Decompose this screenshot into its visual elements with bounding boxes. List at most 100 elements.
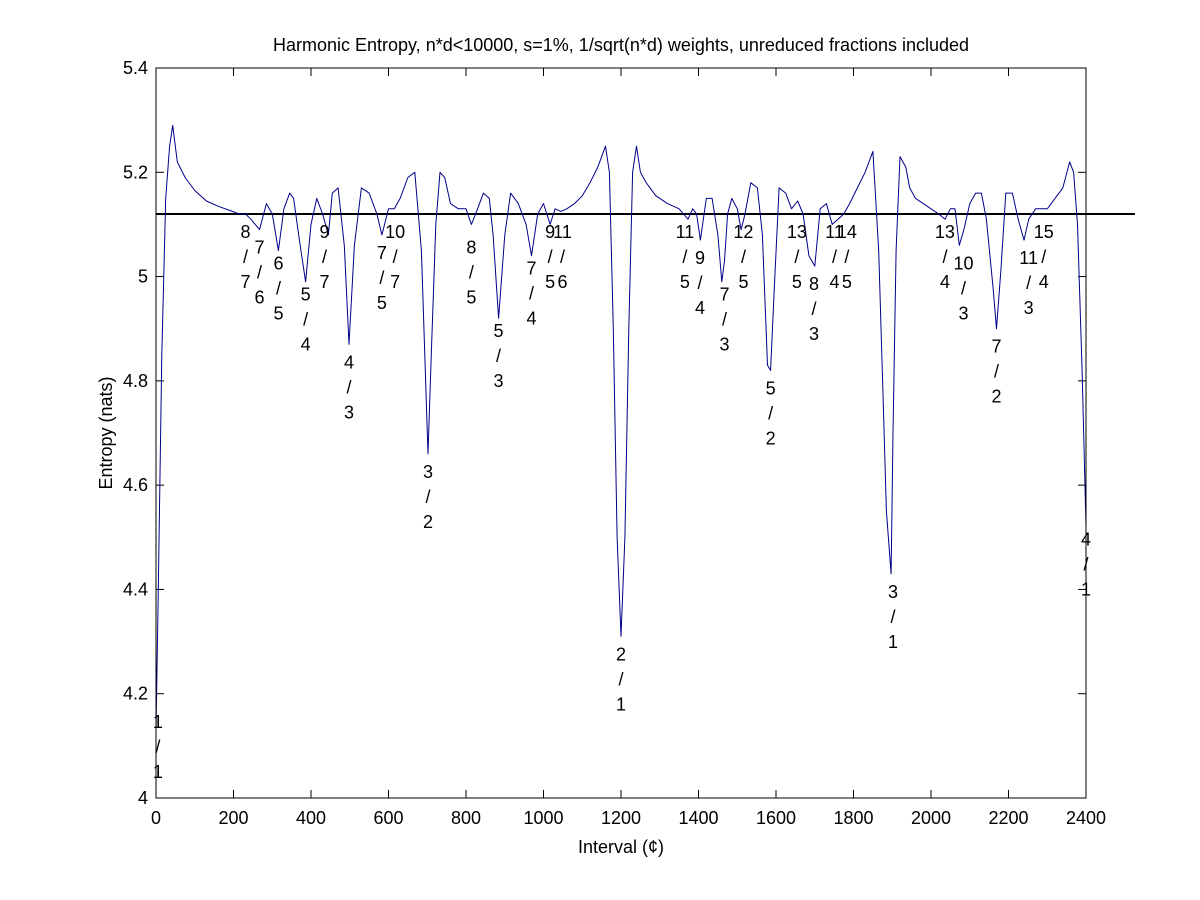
ratio-number: 7 [526, 259, 536, 279]
ratio-label: 5 / 4 [301, 285, 311, 355]
ratio-number: 3 [719, 335, 729, 355]
ratio-slash: / [811, 299, 816, 319]
entropy-curve [155, 124, 1087, 731]
ratio-slash: / [257, 263, 262, 283]
y-tick-label: 4.4 [123, 579, 148, 599]
x-tick-label: 2000 [911, 808, 951, 828]
ratio-label: 10 / 7 [385, 222, 405, 292]
ratio-number: 10 [954, 253, 974, 273]
ratio-label: 9 / 7 [320, 222, 330, 292]
ratio-slash: / [768, 403, 773, 423]
ratio-number: 5 [738, 272, 748, 292]
ratio-label: 11 / 6 [553, 222, 572, 292]
ratio-number: 5 [842, 272, 852, 292]
ratio-slash: / [303, 310, 308, 330]
ratio-number: 3 [423, 462, 433, 482]
plot-frame [155, 67, 1087, 799]
ratio-labels: 1/18/77/66/55/49/74/37/510/73/28/55/37/4… [153, 222, 1091, 782]
ratio-slash: / [1041, 247, 1046, 267]
ratio-number: 3 [959, 303, 969, 323]
ratio-label: 12 / 5 [733, 222, 753, 292]
ratio-label: 9 / 5 [545, 222, 555, 292]
ratio-slash: / [698, 273, 703, 293]
ratio-number: 9 [320, 222, 330, 242]
y-tick-label: 4 [138, 788, 148, 808]
ratio-number: 11 [676, 222, 695, 242]
y-tick-label: 4.2 [123, 684, 148, 704]
ratio-label: 7 / 5 [377, 243, 387, 313]
ratio-number: 3 [494, 371, 504, 391]
ratio-number: 2 [991, 387, 1001, 407]
ratio-label: 2 / 1 [616, 644, 626, 714]
ratio-slash: / [243, 247, 248, 267]
ratio-slash: / [942, 247, 947, 267]
ratio-number: 11 [825, 222, 844, 242]
ratio-number: 9 [695, 248, 705, 268]
ratio-number: 5 [680, 272, 690, 292]
ratio-number: 1 [153, 712, 163, 732]
ratio-number: 10 [385, 222, 405, 242]
ratio-number: 7 [320, 272, 330, 292]
x-tick-label: 1800 [833, 808, 873, 828]
ratio-number: 7 [377, 243, 387, 263]
ratio-label: 7 / 2 [991, 337, 1001, 407]
x-tick-label: 1400 [678, 808, 718, 828]
ratio-number: 5 [466, 288, 476, 308]
ratio-number: 6 [557, 272, 567, 292]
ratio-label: 11 / 4 [825, 222, 844, 292]
ratio-label: 6 / 5 [273, 253, 283, 323]
ratio-number: 4 [940, 272, 950, 292]
ratio-slash: / [393, 247, 398, 267]
ratio-slash: / [994, 362, 999, 382]
ratio-number: 5 [494, 321, 504, 341]
ratio-number: 11 [1019, 248, 1038, 268]
y-tick-label: 4.8 [123, 371, 148, 391]
ratio-label: 11 / 3 [1019, 248, 1038, 318]
ratio-slash: / [722, 310, 727, 330]
ratio-number: 7 [254, 238, 264, 258]
ratio-slash: / [560, 247, 565, 267]
ratio-slash: / [346, 377, 351, 397]
ratio-label: 5 / 3 [494, 321, 504, 391]
ratio-number: 5 [377, 293, 387, 313]
ratio-number: 2 [766, 428, 776, 448]
y-tick-label: 5.4 [123, 58, 148, 78]
x-axis-label: Interval (¢) [578, 837, 664, 857]
x-tick-label: 400 [296, 808, 326, 828]
ratio-number: 3 [888, 582, 898, 602]
ratio-number: 4 [1039, 272, 1049, 292]
ratio-number: 2 [423, 512, 433, 532]
ratio-slash: / [496, 346, 501, 366]
ratio-label: 7 / 4 [526, 259, 536, 329]
ratio-number: 15 [1034, 222, 1054, 242]
ratio-slash: / [1026, 273, 1031, 293]
x-tick-label: 1000 [523, 808, 563, 828]
ratio-slash: / [961, 278, 966, 298]
ratio-label: 7 / 3 [719, 285, 729, 355]
ratio-number: 9 [545, 222, 555, 242]
ratio-label: 8 / 7 [241, 222, 251, 292]
ratio-number: 4 [344, 352, 354, 372]
ratio-number: 3 [344, 402, 354, 422]
y-tick-label: 5.2 [123, 162, 148, 182]
ratio-number: 4 [695, 298, 705, 318]
ratio-number: 5 [545, 272, 555, 292]
ratio-slash: / [322, 247, 327, 267]
ratio-number: 4 [830, 272, 840, 292]
ratio-slash: / [426, 487, 431, 507]
ratio-number: 12 [733, 222, 753, 242]
ratio-number: 6 [254, 288, 264, 308]
ratio-number: 14 [837, 222, 857, 242]
ratio-label: 15 / 4 [1034, 222, 1054, 292]
ratio-slash: / [844, 247, 849, 267]
x-tick-label: 1200 [601, 808, 641, 828]
ratio-label: 10 / 3 [954, 253, 974, 323]
x-tick-label: 2200 [988, 808, 1028, 828]
ratio-label: 8 / 5 [466, 238, 476, 308]
ratio-number: 8 [809, 274, 819, 294]
ratio-number: 6 [273, 253, 283, 273]
ratio-label: 5 / 2 [766, 378, 776, 448]
ratio-label: 9 / 4 [695, 248, 705, 318]
